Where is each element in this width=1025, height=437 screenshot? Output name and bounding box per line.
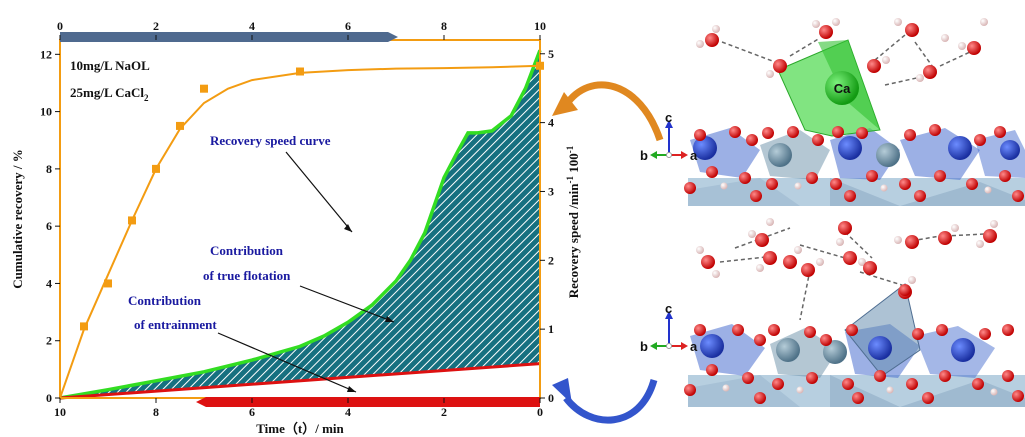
x-bottom-tick-label: 2 [441, 405, 447, 419]
annotation-speed-arrowhead [344, 224, 352, 232]
top-structure: Ca [640, 18, 1025, 206]
y-left-axis-title: Cumulative recovery / % [10, 149, 25, 288]
condition-cacl2-main: 25mg/L CaCl [70, 85, 144, 100]
cumulative-recovery-fit [59, 64, 541, 399]
bottom-structure: c b a [640, 218, 1025, 407]
recovery-speed-curve [59, 49, 542, 400]
y-right-tick-label: 5 [548, 47, 554, 61]
annotation-speed-curve: Recovery speed curve [210, 133, 331, 148]
bottom-substrate-facet [688, 375, 800, 407]
top-water-molecules [696, 18, 988, 82]
annotation-flotation-pointer [299, 285, 395, 323]
x-top-tick-label: 6 [345, 19, 351, 33]
x-top-tick-label: 10 [534, 19, 546, 33]
bottom-axis-a-label: a [690, 339, 698, 354]
annotation-true-flotation-2: of true flotation [203, 268, 291, 283]
top-axis-a-label: a [690, 148, 698, 163]
y-left-tick-label: 2 [46, 334, 52, 348]
top-axis-c-label: c [665, 110, 672, 125]
orange-curved-arrow [563, 81, 664, 142]
y-left-tick-label: 4 [46, 276, 52, 290]
y-right-tick-label: 1 [548, 322, 554, 336]
bottom-axes-indicator: c b a [640, 301, 698, 354]
y-right-title-main: Recovery speed /min [566, 183, 581, 299]
annotation-entrainment-pointer [217, 332, 357, 393]
cumulative-recovery-point [176, 121, 184, 130]
y-right-axis-title: Recovery speed /min-1 100-1 [565, 145, 581, 298]
annotation-true-flotation-1: Contribution [210, 243, 284, 258]
y-left-tick-label: 8 [46, 162, 52, 176]
y-right-tick-label: 3 [548, 184, 554, 198]
y-right-title-sup2: -1 [565, 145, 575, 153]
x-bottom-tick-label: 6 [249, 405, 255, 419]
x-axis-title: Time（t）/ min [256, 421, 344, 436]
top-substrate-facet [688, 178, 800, 206]
top-slab-polyhedron [760, 130, 830, 180]
annotation-entrainment-1: Contribution [128, 293, 202, 308]
cumulative-recovery-point [200, 84, 208, 93]
y-left-tick-label: 12 [40, 47, 52, 61]
bottom-axis-arrow [196, 397, 540, 407]
cumulative-recovery-point [104, 279, 112, 288]
blue-arrowhead-icon [552, 378, 572, 404]
entrainment-line [59, 362, 541, 400]
bottom-surface-atoms [684, 284, 1024, 404]
cumulative-recovery-point [296, 67, 304, 76]
bottom-water-molecules [696, 218, 998, 299]
x-bottom-tick-label: 0 [537, 405, 543, 419]
x-top-tick-label: 4 [249, 19, 255, 33]
bottom-ca-polyhedron [844, 283, 921, 377]
condition-cacl2-sub: 2 [144, 93, 149, 103]
y-left-tick-label: 10 [40, 105, 52, 119]
y-right-tick-label: 4 [548, 116, 554, 130]
bottom-axis-c-label: c [665, 301, 672, 316]
axis-ticks [55, 35, 545, 403]
cumulative-recovery-point [128, 216, 136, 225]
top-surface-atoms [684, 124, 1024, 202]
y-left-tick-label: 0 [46, 391, 52, 405]
ca-atom [825, 71, 859, 105]
x-top-tick-label: 8 [441, 19, 447, 33]
ca-label: Ca [834, 81, 851, 96]
annotation-entrainment-arrowhead [347, 386, 356, 392]
condition-naol: 10mg/L NaOL [70, 58, 150, 73]
y-left-tick-label: 6 [46, 219, 52, 233]
y-right-title-sup1: -1 [565, 175, 575, 183]
blue-curved-arrow [563, 378, 658, 424]
y-right-title-mid: 100 [566, 153, 581, 176]
top-axis-arrow [60, 32, 398, 42]
annotation-speed-pointer [285, 151, 353, 233]
cumulative-recovery-point [152, 164, 160, 173]
annotation-flotation-arrowhead [385, 316, 394, 322]
x-bottom-tick-label: 4 [345, 405, 351, 419]
y-right-tick-label: 2 [548, 253, 554, 267]
annotation-entrainment-2: of entrainment [134, 317, 217, 332]
orange-arrowhead-icon [552, 92, 578, 116]
x-top-tick-label: 2 [153, 19, 159, 33]
x-top-tick-label: 0 [57, 19, 63, 33]
x-bottom-tick-label: 8 [153, 405, 159, 419]
top-axes-indicator: c b a [640, 110, 698, 163]
x-bottom-tick-label: 10 [54, 405, 66, 419]
y-right-tick-label: 0 [548, 391, 554, 405]
top-axis-b-label: b [640, 148, 648, 163]
cumulative-recovery-point [80, 322, 88, 331]
condition-cacl2: 25mg/L CaCl2 [70, 85, 149, 103]
true-flotation-area [60, 50, 540, 399]
bottom-axis-b-label: b [640, 339, 648, 354]
